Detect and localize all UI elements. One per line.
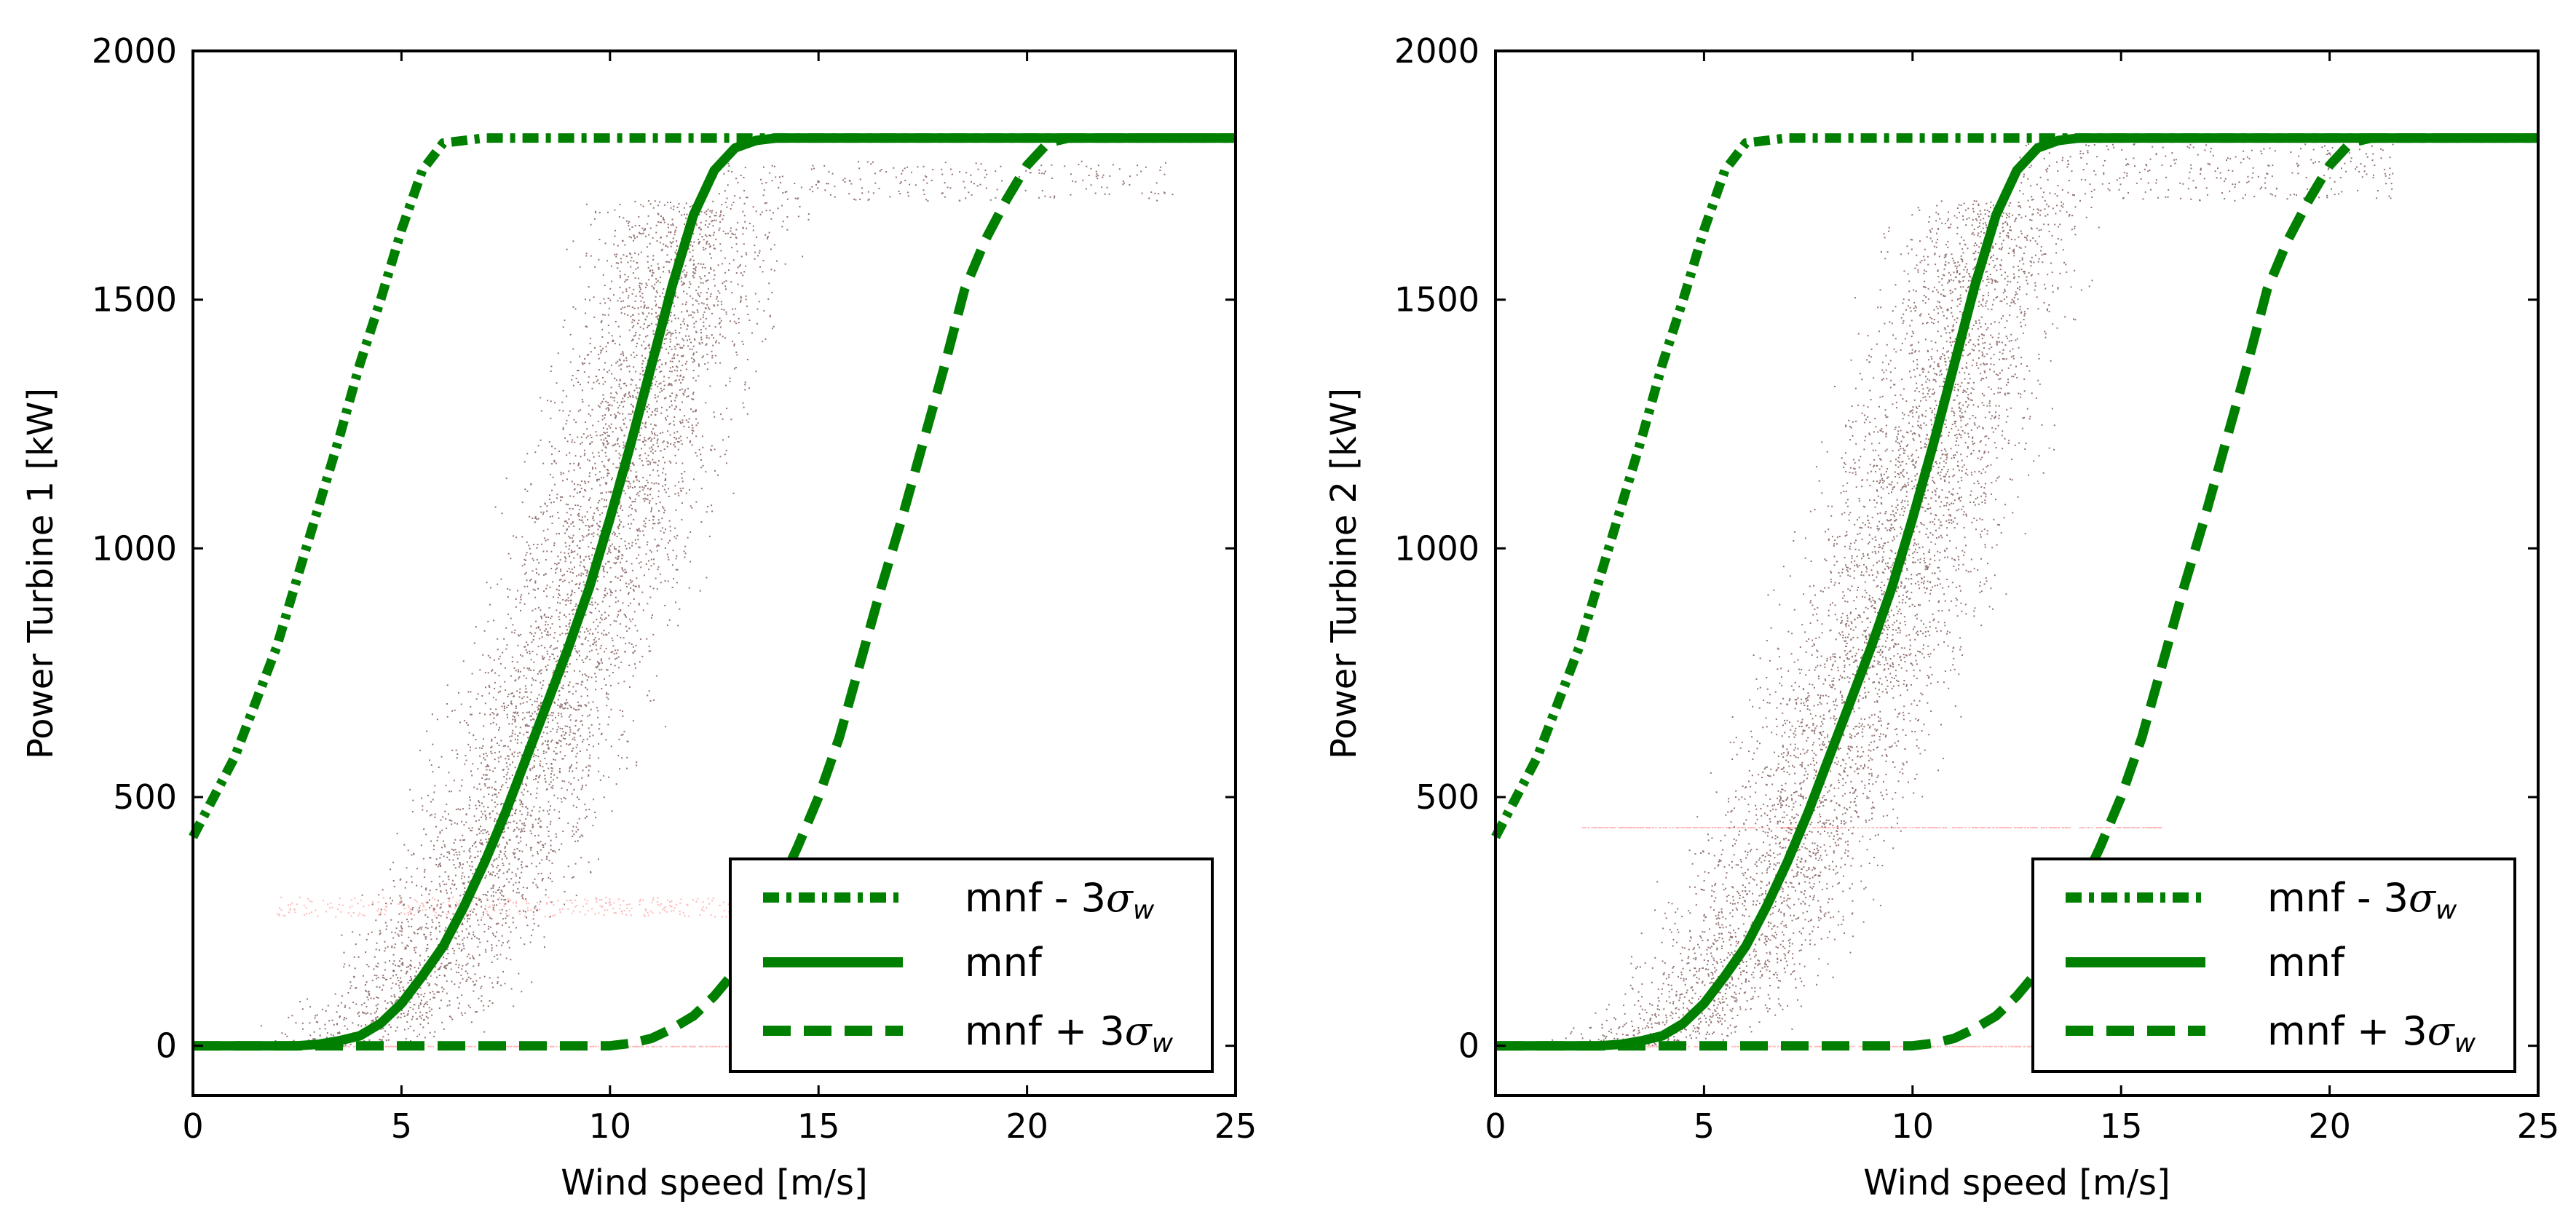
legend-label-mnf-minus: mnf - 3σw [2267,875,2457,925]
plot-frame [191,49,1237,1097]
legend-label-mnf-plus: mnf + 3σw [965,1008,1174,1058]
axis-ticks: 0 5 10 15 20 25 0 500 1000 1500 2000 [1394,31,2559,1146]
series-line-dashed [193,133,1236,1051]
series-line-dash-dot [189,133,1236,839]
x-tick-label: 25 [2517,1106,2560,1146]
y-tick-label: 1500 [92,280,177,320]
series-line-solid [193,133,1236,1051]
y-tick-label: 0 [1458,1026,1479,1066]
y-axis-label: Power Turbine 1 [kW] [20,388,61,759]
legend: mnf - 3σw mnf mnf + 3σw [729,857,1214,1073]
y-tick-label: 500 [1415,777,1479,817]
y-tick-label: 1000 [92,528,177,568]
x-tick-label: 5 [1694,1106,1715,1146]
x-axis-label: Wind speed [m/s] [561,1162,868,1203]
legend-label-mnf-plus: mnf + 3σw [2267,1008,2476,1058]
x-tick-label: 20 [1005,1106,1048,1146]
axis-ticks: 0 5 10 15 20 25 0 500 1000 1500 2000 [92,31,1257,1146]
plot-frame [1494,49,2540,1097]
series-line-dashed [1496,133,2538,1051]
legend-label-mnf-minus: mnf - 3σw [965,875,1155,925]
x-tick-label: 0 [1485,1106,1506,1146]
legend-label-mnf: mnf [2267,940,2346,986]
x-tick-label: 10 [589,1106,632,1146]
series-line-dash-dot [1491,133,2538,839]
y-tick-label: 1000 [1394,528,1479,568]
y-tick-label: 0 [156,1026,177,1066]
y-tick-label: 500 [113,777,177,817]
x-axis-label: Wind speed [m/s] [1863,1162,2170,1203]
chart-panel-turbine-2: 0 5 10 15 20 25 0 500 1000 1500 2000 Wind speed [m… [1324,31,2559,1203]
series-line-solid [1496,133,2538,1051]
x-tick-label: 20 [2308,1106,2351,1146]
legend-label-mnf: mnf [965,940,1043,986]
x-tick-label: 15 [797,1106,840,1146]
x-tick-label: 15 [2100,1106,2143,1146]
x-tick-label: 10 [1892,1106,1935,1146]
x-tick-label: 0 [182,1106,203,1146]
chart-panel-turbine-1: 0 5 10 15 20 25 0 500 1000 1500 2000 Wind speed [m… [20,31,1257,1203]
y-tick-label: 1500 [1394,280,1479,320]
y-tick-label: 2000 [1394,31,1479,71]
legend: mnf - 3σw mnf mnf + 3σw [2031,857,2516,1073]
x-tick-label: 25 [1214,1106,1257,1146]
model-curves [189,133,1236,1051]
y-axis-label: Power Turbine 2 [kW] [1324,388,1364,759]
y-tick-label: 2000 [92,31,177,71]
model-curves [1491,133,2538,1051]
x-tick-label: 5 [391,1106,412,1146]
